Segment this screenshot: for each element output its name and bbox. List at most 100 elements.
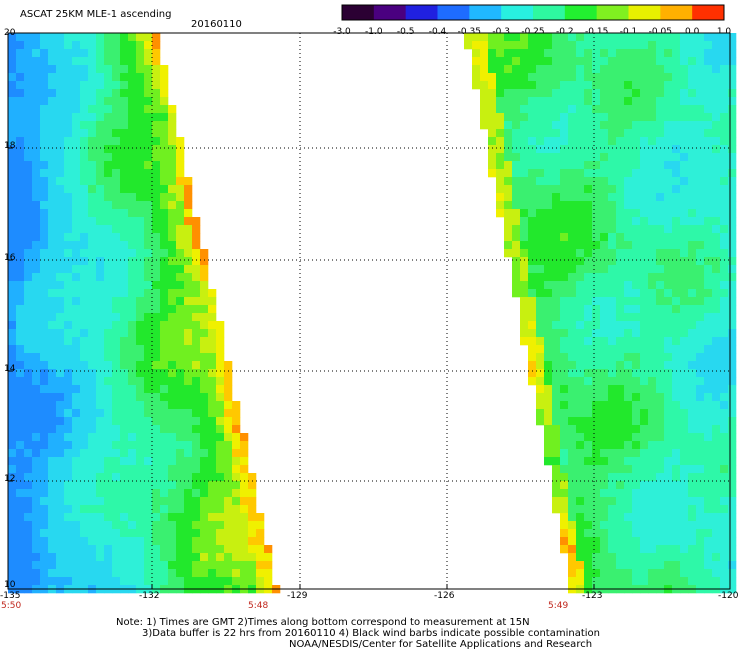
swath-cell bbox=[32, 281, 41, 290]
swath-cell bbox=[552, 425, 561, 434]
swath-cell bbox=[40, 297, 49, 306]
colorbar-tick-label: -0.2 bbox=[556, 27, 574, 37]
swath-cell bbox=[32, 417, 41, 426]
swath-cell bbox=[80, 305, 89, 314]
swath-cell bbox=[40, 569, 49, 578]
swath-cell bbox=[600, 417, 609, 426]
swath-cell bbox=[8, 65, 17, 74]
swath-cell bbox=[496, 169, 505, 178]
swath-cell bbox=[112, 457, 121, 466]
swath-cell bbox=[40, 241, 49, 250]
swath-cell bbox=[704, 465, 713, 474]
swath-cell bbox=[672, 201, 681, 210]
swath-cell bbox=[544, 209, 553, 218]
swath-cell bbox=[88, 537, 97, 546]
swath-cell bbox=[720, 217, 729, 226]
swath-cell bbox=[608, 353, 617, 362]
swath-cell bbox=[88, 377, 97, 386]
swath-cell bbox=[64, 505, 73, 514]
swath-cell bbox=[624, 201, 633, 210]
swath-cell bbox=[56, 369, 65, 378]
swath-cell bbox=[720, 249, 729, 258]
swath-cell bbox=[480, 121, 489, 130]
swath-cell bbox=[120, 449, 129, 458]
swath-cell bbox=[664, 377, 673, 386]
swath-cell bbox=[80, 145, 89, 154]
swath-cell bbox=[640, 257, 649, 266]
swath-cell bbox=[480, 81, 489, 90]
swath-cell bbox=[520, 289, 529, 298]
swath-cell bbox=[88, 81, 97, 90]
swath-cell bbox=[568, 465, 577, 474]
swath-cell bbox=[632, 33, 641, 42]
swath-cell bbox=[632, 177, 641, 186]
swath-cell bbox=[680, 313, 689, 322]
swath-cell bbox=[128, 193, 137, 202]
swath-cell bbox=[16, 441, 25, 450]
swath-cell bbox=[104, 105, 113, 114]
swath-cell bbox=[24, 417, 33, 426]
swath-cell bbox=[64, 489, 73, 498]
swath-cell bbox=[568, 249, 577, 258]
swath-cell bbox=[704, 497, 713, 506]
swath-cell bbox=[128, 209, 137, 218]
swath-cell bbox=[648, 201, 657, 210]
swath-cell bbox=[96, 217, 105, 226]
swath-cell bbox=[40, 577, 49, 586]
swath-cell bbox=[608, 105, 617, 114]
swath-cell bbox=[128, 545, 137, 554]
swath-cell bbox=[136, 265, 145, 274]
swath-cell bbox=[696, 89, 705, 98]
swath-cell bbox=[96, 521, 105, 530]
swath-cell bbox=[568, 145, 577, 154]
swath-cell bbox=[720, 177, 729, 186]
swath-cell bbox=[224, 481, 233, 490]
swath-cell bbox=[64, 561, 73, 570]
swath-cell bbox=[552, 161, 561, 170]
colorbar-tick-label: -0.1 bbox=[619, 27, 638, 37]
swath-cell bbox=[672, 561, 681, 570]
swath-cell bbox=[680, 73, 689, 82]
swath-cell bbox=[88, 169, 97, 178]
swath-cell bbox=[728, 329, 737, 338]
swath-cell bbox=[640, 513, 649, 522]
swath-cell bbox=[144, 169, 153, 178]
swath-cell bbox=[152, 481, 161, 490]
swath-cell bbox=[720, 281, 729, 290]
swath-cell bbox=[544, 353, 553, 362]
swath-cell bbox=[32, 337, 41, 346]
swath-cell bbox=[608, 465, 617, 474]
swath-cell bbox=[640, 545, 649, 554]
swath-cell bbox=[680, 265, 689, 274]
swath-cell bbox=[640, 137, 649, 146]
swath-cell bbox=[576, 233, 585, 242]
swath-cell bbox=[568, 81, 577, 90]
swath-cell bbox=[544, 265, 553, 274]
swath-cell bbox=[152, 305, 161, 314]
swath-cell bbox=[528, 281, 537, 290]
swath-cell bbox=[640, 41, 649, 50]
swath-cell bbox=[568, 393, 577, 402]
swath-cell bbox=[232, 409, 241, 418]
swath-cell bbox=[712, 281, 721, 290]
swath-cell bbox=[88, 65, 97, 74]
swath-cell bbox=[40, 377, 49, 386]
swath-cell bbox=[72, 89, 81, 98]
swath-cell bbox=[624, 313, 633, 322]
swath-cell bbox=[192, 441, 201, 450]
swath-cell bbox=[576, 553, 585, 562]
time-label-right: 5:49 bbox=[548, 601, 569, 611]
swath-cell bbox=[656, 257, 665, 266]
swath-cell bbox=[624, 385, 633, 394]
swath-cell bbox=[528, 297, 537, 306]
swath-cell bbox=[592, 521, 601, 530]
swath-cell bbox=[592, 65, 601, 74]
swath-cell bbox=[24, 97, 33, 106]
swath-cell bbox=[512, 73, 521, 82]
swath-cell bbox=[584, 209, 593, 218]
swath-cell bbox=[168, 345, 177, 354]
swath-cell bbox=[616, 377, 625, 386]
swath-cell bbox=[184, 297, 193, 306]
swath-cell bbox=[32, 473, 41, 482]
swath-cell bbox=[8, 473, 17, 482]
